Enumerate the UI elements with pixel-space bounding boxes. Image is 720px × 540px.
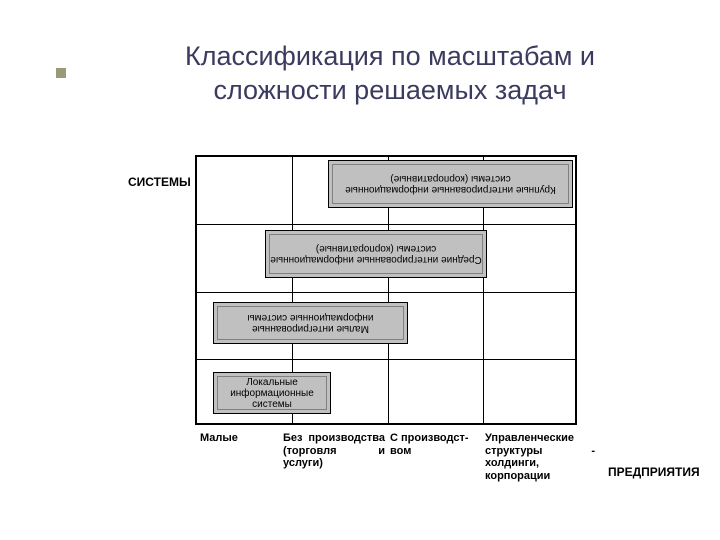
col-1: Малые bbox=[200, 432, 270, 445]
box-large-corporate: Крупные интегрированные информационные с… bbox=[328, 160, 573, 208]
title-bullet-icon bbox=[56, 68, 66, 78]
slide-title: Классификация по масштабам и сложности р… bbox=[120, 40, 660, 108]
grid-hline bbox=[197, 359, 575, 360]
box-medium-corporate: Средние интегрированные информационные с… bbox=[265, 230, 487, 278]
col-2: Без производства (торговля и услуги) bbox=[283, 432, 385, 470]
slide: Классификация по масштабам и сложности р… bbox=[0, 0, 720, 540]
box-local: Локальные информационные системы bbox=[213, 372, 331, 414]
y-axis-label: СИСТЕМЫ bbox=[128, 175, 191, 189]
col-4: Управленческие структуры - холдинги, кор… bbox=[485, 432, 595, 483]
grid-hline bbox=[197, 224, 575, 225]
box-small-integrated: Малые интегрированные информационные сис… bbox=[213, 302, 408, 344]
x-axis-label: ПРЕДПРИЯТИЯ bbox=[608, 465, 700, 479]
grid-hline bbox=[197, 292, 575, 293]
col-3: С производст-вом bbox=[390, 432, 482, 457]
